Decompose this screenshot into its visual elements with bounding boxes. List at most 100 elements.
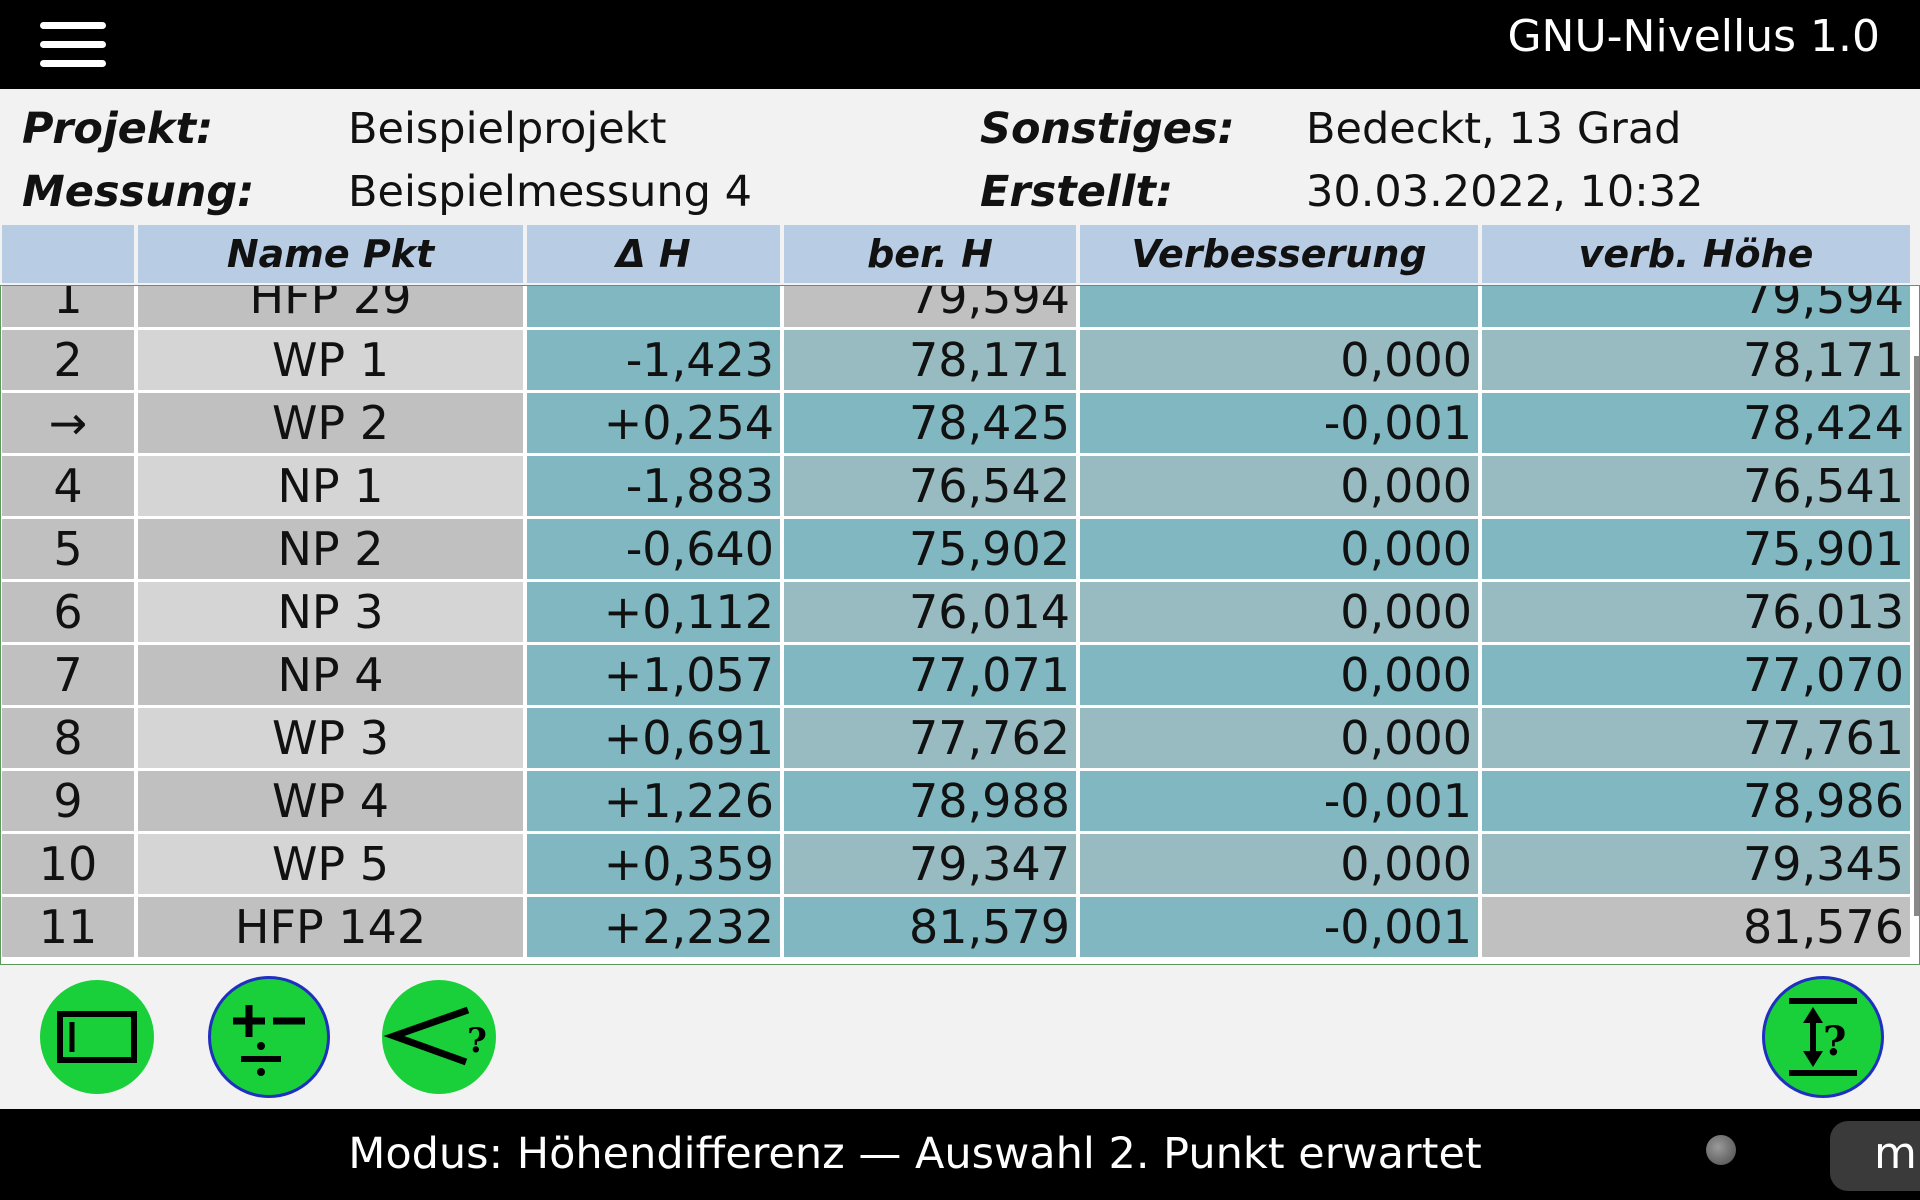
sonstiges-value: Bedeckt, 13 Grad <box>1306 104 1682 154</box>
cell-nr[interactable]: 6 <box>2 582 134 642</box>
cell-verbesserung[interactable]: 0,000 <box>1080 330 1478 390</box>
cell-nr[interactable]: 7 <box>2 645 134 705</box>
cell-verb-hoehe[interactable]: 77,070 <box>1482 645 1910 705</box>
cell-ber-h[interactable]: 78,171 <box>784 330 1076 390</box>
erstellt-value: 30.03.2022, 10:32 <box>1306 167 1704 217</box>
cell-name-pkt[interactable]: WP 2 <box>138 393 523 453</box>
cell-nr[interactable]: 2 <box>2 330 134 390</box>
cell-verb-hoehe[interactable]: 76,013 <box>1482 582 1910 642</box>
m-button[interactable]: m <box>1830 1121 1920 1191</box>
header-verb-hoehe[interactable]: verb. Höhe <box>1482 225 1910 283</box>
cell-verbesserung[interactable]: -0,001 <box>1080 897 1478 957</box>
cell-verb-hoehe[interactable]: 76,541 <box>1482 456 1910 516</box>
cell-verb-hoehe[interactable]: 79,594 <box>1482 286 1910 327</box>
rectangle-tool-button[interactable] <box>40 980 154 1094</box>
table-row[interactable]: → WP 2 +0,254 78,425 -0,001 78,424 <box>2 393 1912 453</box>
cell-verbesserung[interactable]: -0,001 <box>1080 393 1478 453</box>
cell-delta-h[interactable]: +2,232 <box>527 897 780 957</box>
table-row[interactable]: 2 WP 1 -1,423 78,171 0,000 78,171 <box>2 330 1912 390</box>
header-delta-h[interactable]: Δ H <box>527 225 780 283</box>
cell-name-pkt[interactable]: WP 4 <box>138 771 523 831</box>
cell-delta-h[interactable]: -1,883 <box>527 456 780 516</box>
header-ber-h[interactable]: ber. H <box>784 225 1076 283</box>
status-bar: Modus: Höhendifferenz — Auswahl 2. Punkt… <box>0 1109 1920 1200</box>
table-header: Name Pkt Δ H ber. H Verbesserung verb. H… <box>2 225 1910 283</box>
table-scrollbar[interactable] <box>1914 356 1919 916</box>
cell-name-pkt[interactable]: WP 5 <box>138 834 523 894</box>
cell-ber-h[interactable]: 79,347 <box>784 834 1076 894</box>
cell-name-pkt[interactable]: NP 2 <box>138 519 523 579</box>
cell-verbesserung[interactable]: 0,000 <box>1080 645 1478 705</box>
cell-name-pkt[interactable]: NP 4 <box>138 645 523 705</box>
cell-verb-hoehe[interactable]: 78,171 <box>1482 330 1910 390</box>
status-indicator-icon <box>1706 1135 1736 1165</box>
cell-verbesserung[interactable]: 0,000 <box>1080 582 1478 642</box>
cell-verb-hoehe[interactable]: 78,424 <box>1482 393 1910 453</box>
cell-delta-h[interactable]: +0,112 <box>527 582 780 642</box>
header-verbesserung[interactable]: Verbesserung <box>1080 225 1478 283</box>
cell-ber-h[interactable]: 77,071 <box>784 645 1076 705</box>
cell-ber-h[interactable]: 76,014 <box>784 582 1076 642</box>
header-nr[interactable] <box>2 225 134 283</box>
angle-query-button[interactable]: ? <box>382 980 496 1094</box>
cell-name-pkt[interactable]: NP 1 <box>138 456 523 516</box>
cell-verb-hoehe[interactable]: 79,345 <box>1482 834 1910 894</box>
table-row[interactable]: 4 NP 1 -1,883 76,542 0,000 76,541 <box>2 456 1912 516</box>
cell-nr[interactable]: 5 <box>2 519 134 579</box>
cell-verb-hoehe[interactable]: 81,576 <box>1482 897 1910 957</box>
cell-delta-h[interactable]: +0,254 <box>527 393 780 453</box>
table-row[interactable]: 7 NP 4 +1,057 77,071 0,000 77,070 <box>2 645 1912 705</box>
cell-ber-h[interactable]: 79,594 <box>784 286 1076 327</box>
table-row[interactable]: 9 WP 4 +1,226 78,988 -0,001 78,986 <box>2 771 1912 831</box>
erstellt-label: Erstellt: <box>980 167 1174 217</box>
cell-delta-h[interactable]: -0,640 <box>527 519 780 579</box>
cell-verbesserung[interactable] <box>1080 286 1478 327</box>
cell-delta-h[interactable]: +1,226 <box>527 771 780 831</box>
app-title: GNU-Nivellus 1.0 <box>1507 11 1880 62</box>
hamburger-menu-icon[interactable] <box>40 22 106 68</box>
cell-nr[interactable]: 8 <box>2 708 134 768</box>
cell-nr[interactable]: 4 <box>2 456 134 516</box>
cell-verb-hoehe[interactable]: 75,901 <box>1482 519 1910 579</box>
cell-ber-h[interactable]: 76,542 <box>784 456 1076 516</box>
cell-name-pkt[interactable]: HFP 142 <box>138 897 523 957</box>
cell-ber-h[interactable]: 78,425 <box>784 393 1076 453</box>
projekt-label: Projekt: <box>22 104 214 154</box>
cell-name-pkt[interactable]: HFP 29 <box>138 286 523 327</box>
cell-nr[interactable]: 1 <box>2 286 134 327</box>
height-query-icon: ? <box>1789 998 1857 1076</box>
table-row[interactable]: 8 WP 3 +0,691 77,762 0,000 77,761 <box>2 708 1912 768</box>
table-row[interactable]: 10 WP 5 +0,359 79,347 0,000 79,345 <box>2 834 1912 894</box>
cell-name-pkt[interactable]: WP 1 <box>138 330 523 390</box>
cell-verbesserung[interactable]: 0,000 <box>1080 456 1478 516</box>
cell-delta-h[interactable] <box>527 286 780 327</box>
cell-delta-h[interactable]: +0,359 <box>527 834 780 894</box>
cell-verbesserung[interactable]: 0,000 <box>1080 519 1478 579</box>
cell-ber-h[interactable]: 81,579 <box>784 897 1076 957</box>
header-name-pkt[interactable]: Name Pkt <box>138 225 523 283</box>
cell-verb-hoehe[interactable]: 78,986 <box>1482 771 1910 831</box>
table-row[interactable]: 11 HFP 142 +2,232 81,579 -0,001 81,576 <box>2 897 1912 957</box>
cell-nr[interactable]: 11 <box>2 897 134 957</box>
cell-ber-h[interactable]: 78,988 <box>784 771 1076 831</box>
cell-delta-h[interactable]: -1,423 <box>527 330 780 390</box>
cell-nr[interactable]: 9 <box>2 771 134 831</box>
cell-ber-h[interactable]: 75,902 <box>784 519 1076 579</box>
cell-nr[interactable]: → <box>2 393 134 453</box>
cell-verbesserung[interactable]: 0,000 <box>1080 834 1478 894</box>
cell-verbesserung[interactable]: -0,001 <box>1080 771 1478 831</box>
cell-name-pkt[interactable]: WP 3 <box>138 708 523 768</box>
height-query-button[interactable]: ? <box>1762 976 1884 1098</box>
cell-name-pkt[interactable]: NP 3 <box>138 582 523 642</box>
cell-nr[interactable]: 10 <box>2 834 134 894</box>
cell-verbesserung[interactable]: 0,000 <box>1080 708 1478 768</box>
cell-delta-h[interactable]: +1,057 <box>527 645 780 705</box>
cell-ber-h[interactable]: 77,762 <box>784 708 1076 768</box>
table-row[interactable]: 5 NP 2 -0,640 75,902 0,000 75,901 <box>2 519 1912 579</box>
table-row[interactable]: 1 HFP 29 79,594 79,594 <box>2 286 1912 327</box>
cell-delta-h[interactable]: +0,691 <box>527 708 780 768</box>
measurement-table[interactable]: 1 HFP 29 79,594 79,594 2 WP 1 -1,423 78,171 0,00… <box>0 285 1920 965</box>
table-row[interactable]: 6 NP 3 +0,112 76,014 0,000 76,013 <box>2 582 1912 642</box>
plus-minus-divide-button[interactable] <box>208 976 330 1098</box>
cell-verb-hoehe[interactable]: 77,761 <box>1482 708 1910 768</box>
